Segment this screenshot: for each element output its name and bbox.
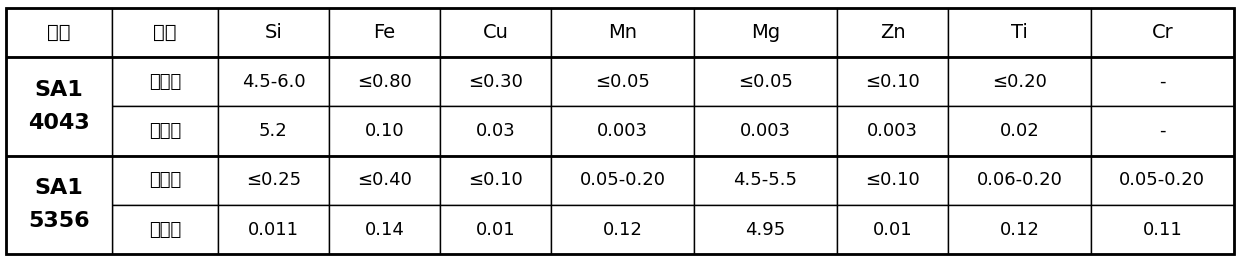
Text: 0.05-0.20: 0.05-0.20	[579, 171, 666, 189]
Bar	[440, 57, 552, 106]
Text: Ti: Ti	[1011, 23, 1028, 42]
Text: ≤0.10: ≤0.10	[469, 171, 523, 189]
Bar	[112, 156, 218, 205]
Text: ≤0.30: ≤0.30	[469, 73, 523, 91]
Bar	[949, 156, 1091, 205]
Bar	[112, 205, 218, 254]
Text: 0.11: 0.11	[1142, 221, 1182, 238]
Bar	[1091, 156, 1234, 205]
Bar	[949, 106, 1091, 156]
Text: 0.06-0.20: 0.06-0.20	[977, 171, 1063, 189]
Text: ≤0.25: ≤0.25	[246, 171, 301, 189]
Bar	[440, 156, 552, 205]
Text: 标准值: 标准值	[149, 73, 181, 91]
Text: 0.12: 0.12	[603, 221, 642, 238]
Text: ≤0.20: ≤0.20	[992, 73, 1047, 91]
Bar	[329, 205, 440, 254]
Text: Si: Si	[264, 23, 283, 42]
Bar	[112, 57, 218, 106]
Text: 实测值: 实测值	[149, 122, 181, 140]
Bar	[1091, 205, 1234, 254]
Text: 0.03: 0.03	[476, 122, 516, 140]
Text: Mn: Mn	[608, 23, 637, 42]
Text: Mg: Mg	[751, 23, 780, 42]
Bar	[837, 8, 949, 57]
Text: Cu: Cu	[482, 23, 508, 42]
Bar	[218, 106, 329, 156]
Text: 0.003: 0.003	[867, 122, 918, 140]
Text: 0.01: 0.01	[873, 221, 913, 238]
Text: ≤0.40: ≤0.40	[357, 171, 412, 189]
Bar	[440, 106, 552, 156]
Text: ≤0.05: ≤0.05	[738, 73, 792, 91]
Bar	[837, 156, 949, 205]
Bar	[552, 8, 694, 57]
Text: 5.2: 5.2	[259, 122, 288, 140]
Text: SA1
4043: SA1 4043	[29, 80, 91, 133]
Text: 类型: 类型	[154, 23, 176, 42]
Text: 型号: 型号	[47, 23, 71, 42]
Bar	[552, 156, 694, 205]
Bar	[6, 8, 112, 57]
Bar	[949, 205, 1091, 254]
Bar	[694, 57, 837, 106]
Bar	[112, 106, 218, 156]
Text: Cr: Cr	[1152, 23, 1173, 42]
Bar	[218, 205, 329, 254]
Bar	[552, 106, 694, 156]
Text: ≤0.10: ≤0.10	[866, 171, 920, 189]
Bar	[218, 8, 329, 57]
Bar	[694, 106, 837, 156]
Text: 4.5-6.0: 4.5-6.0	[242, 73, 305, 91]
Bar	[949, 8, 1091, 57]
Text: 0.011: 0.011	[248, 221, 299, 238]
Bar	[329, 106, 440, 156]
Bar	[112, 8, 218, 57]
Bar	[218, 57, 329, 106]
Bar	[694, 205, 837, 254]
Bar	[552, 57, 694, 106]
Bar	[1091, 57, 1234, 106]
Bar	[949, 57, 1091, 106]
Bar	[694, 8, 837, 57]
Bar	[837, 57, 949, 106]
Bar	[440, 8, 552, 57]
Text: 4.5-5.5: 4.5-5.5	[734, 171, 797, 189]
Bar	[329, 156, 440, 205]
Bar	[837, 205, 949, 254]
Text: -: -	[1159, 73, 1166, 91]
Bar	[694, 156, 837, 205]
Bar	[218, 156, 329, 205]
Bar	[1091, 8, 1234, 57]
Bar	[6, 156, 112, 254]
Text: 0.02: 0.02	[999, 122, 1039, 140]
Text: -: -	[1159, 122, 1166, 140]
Bar	[1091, 106, 1234, 156]
Bar	[329, 8, 440, 57]
Text: ≤0.80: ≤0.80	[357, 73, 412, 91]
Text: 0.003: 0.003	[740, 122, 791, 140]
Text: 0.14: 0.14	[365, 221, 404, 238]
Text: Zn: Zn	[879, 23, 905, 42]
Text: 0.05-0.20: 0.05-0.20	[1120, 171, 1205, 189]
Text: 4.95: 4.95	[745, 221, 786, 238]
Text: 标准值: 标准值	[149, 171, 181, 189]
Text: ≤0.10: ≤0.10	[866, 73, 920, 91]
Bar	[6, 57, 112, 156]
Text: 0.10: 0.10	[365, 122, 404, 140]
Bar	[552, 205, 694, 254]
Text: 0.003: 0.003	[598, 122, 649, 140]
Text: 实测值: 实测值	[149, 221, 181, 238]
Text: 0.01: 0.01	[476, 221, 516, 238]
Text: ≤0.05: ≤0.05	[595, 73, 650, 91]
Bar	[440, 205, 552, 254]
Bar	[329, 57, 440, 106]
Text: SA1
5356: SA1 5356	[29, 178, 91, 231]
Text: Fe: Fe	[373, 23, 396, 42]
Bar	[837, 106, 949, 156]
Text: 0.12: 0.12	[999, 221, 1039, 238]
